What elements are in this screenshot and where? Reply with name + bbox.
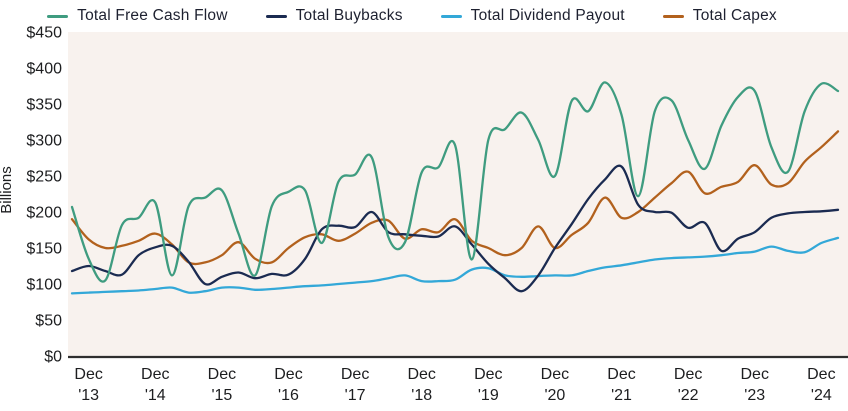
svg-text:Dec: Dec [674, 366, 702, 383]
svg-text:$50: $50 [35, 313, 62, 330]
legend-dash-icon [440, 14, 462, 18]
legend-item-total-capex: Total Capex [662, 7, 777, 25]
legend-label: Total Buybacks [295, 7, 403, 24]
svg-text:Dec: Dec [541, 366, 569, 383]
legend-dash-icon [662, 14, 684, 18]
legend-item-total-free-cash-flow: Total Free Cash Flow [47, 7, 227, 25]
svg-text:Dec: Dec [607, 366, 635, 383]
svg-text:'16: '16 [278, 387, 299, 404]
svg-text:Dec: Dec [141, 366, 169, 383]
svg-text:$0: $0 [44, 349, 62, 366]
svg-text:$400: $400 [26, 61, 62, 78]
legend-label: Total Capex [692, 7, 777, 24]
svg-text:$200: $200 [26, 205, 62, 222]
svg-text:'19: '19 [478, 387, 499, 404]
svg-text:'21: '21 [611, 387, 632, 404]
svg-text:'15: '15 [211, 387, 232, 404]
svg-text:Dec: Dec [74, 366, 102, 383]
svg-text:Dec: Dec [274, 366, 302, 383]
chart-legend: Total Free Cash Flow Total Buybacks Tota… [0, 7, 836, 25]
svg-text:Dec: Dec [208, 366, 236, 383]
svg-text:$250: $250 [26, 169, 62, 186]
svg-text:Dec: Dec [341, 366, 369, 383]
legend-dash-icon [47, 14, 69, 18]
svg-text:Dec: Dec [741, 366, 769, 383]
svg-text:$350: $350 [26, 97, 62, 114]
svg-text:'23: '23 [744, 387, 765, 404]
svg-text:'13: '13 [78, 387, 99, 404]
legend-label: Total Dividend Payout [470, 7, 625, 24]
svg-text:$450: $450 [26, 25, 62, 42]
legend-item-total-buybacks: Total Buybacks [265, 7, 403, 25]
svg-text:Dec: Dec [407, 366, 435, 383]
svg-text:'17: '17 [345, 387, 366, 404]
svg-text:'20: '20 [544, 387, 565, 404]
legend-item-total-dividend-payout: Total Dividend Payout [440, 7, 625, 25]
svg-text:'24: '24 [811, 387, 832, 404]
svg-text:Dec: Dec [474, 366, 502, 383]
svg-text:Billions: Billions [0, 166, 15, 214]
svg-text:'22: '22 [678, 387, 699, 404]
svg-text:'18: '18 [411, 387, 432, 404]
svg-text:$300: $300 [26, 133, 62, 150]
svg-text:Dec: Dec [807, 366, 835, 383]
legend-label: Total Free Cash Flow [77, 7, 228, 24]
svg-text:$150: $150 [26, 241, 62, 258]
legend-dash-icon [265, 14, 287, 18]
svg-text:'14: '14 [145, 387, 166, 404]
svg-text:$100: $100 [26, 277, 62, 294]
